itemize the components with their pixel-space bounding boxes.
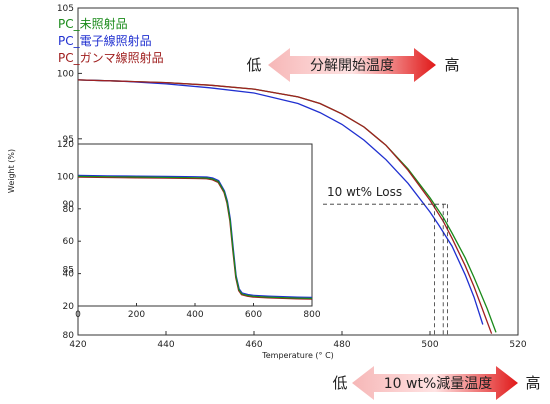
- bottom-arrow-high: 高: [525, 374, 540, 392]
- main-axes: 420 440 460 480 500 520 80 85 90 95 100 105: [57, 4, 527, 350]
- inset-plot-area: [77, 143, 313, 307]
- x-tick-label: 500: [421, 340, 438, 350]
- x-tick-label: 440: [157, 340, 174, 350]
- inset-x-tick-label: 600: [245, 310, 262, 320]
- y-tick-label: 85: [63, 266, 74, 276]
- x-tick-label: 480: [333, 340, 350, 350]
- legend-entry-gamma: PC_ガンマ線照射品: [58, 50, 164, 65]
- bottom-arrow-low: 低: [332, 374, 347, 392]
- inset-y-tick-label: 120: [57, 140, 74, 150]
- inset-series-line-0: [78, 175, 312, 299]
- x-tick-label: 420: [69, 340, 86, 350]
- x-tick-label: 520: [509, 340, 526, 350]
- top-arrow-low: 低: [246, 56, 261, 74]
- loss-label: 10 wt% Loss: [327, 185, 402, 199]
- top-arrow-annotation: 低 分解開始温度 高: [246, 48, 460, 82]
- x-tick-label: 460: [245, 340, 262, 350]
- x-axis-label: Temperature (° C): [261, 351, 334, 360]
- y-tick-label: 100: [57, 69, 74, 79]
- legend: PC_未照射品 PC_電子線照射品 PC_ガンマ線照射品: [58, 16, 164, 65]
- series-line-2: [78, 79, 493, 334]
- inset-series-group: [78, 174, 312, 300]
- series-line-1: [78, 79, 484, 325]
- y-tick-label: 95: [63, 135, 74, 145]
- inset-y-tick-label: 40: [63, 270, 75, 280]
- inset-y-tick-label: 80: [63, 205, 75, 215]
- y-tick-label: 90: [63, 200, 75, 210]
- main-series-group: [78, 79, 497, 334]
- inset-x-tick-label: 0: [75, 310, 81, 320]
- inset-x-tick-label: 200: [128, 310, 145, 320]
- bottom-arrow-annotation: 低 10 wt%減量温度 高: [332, 366, 541, 400]
- inset-x-tick-label: 800: [303, 310, 320, 320]
- legend-entry-electron: PC_電子線照射品: [58, 33, 152, 48]
- inset-y-tick-label: 20: [63, 302, 75, 312]
- y-axis-label: Weight (%): [7, 149, 16, 193]
- inset-y-tick-label: 100: [57, 172, 74, 182]
- bottom-double-arrow: [352, 366, 518, 400]
- inset-x-tick-label: 400: [186, 310, 203, 320]
- legend-entry-untreated: PC_未照射品: [58, 16, 128, 31]
- inset-axes: 0 200 400 600 800 20 40 60 80 100 120: [57, 140, 321, 320]
- loss-guides: [323, 203, 449, 335]
- top-double-arrow: [268, 48, 436, 82]
- y-tick-label: 80: [63, 331, 75, 341]
- y-tick-label: 105: [57, 4, 74, 14]
- bottom-arrow-center: 10 wt%減量温度: [384, 375, 493, 392]
- top-arrow-high: 高: [444, 56, 459, 74]
- inset-y-tick-label: 60: [63, 237, 75, 247]
- top-arrow-center: 分解開始温度: [310, 58, 394, 74]
